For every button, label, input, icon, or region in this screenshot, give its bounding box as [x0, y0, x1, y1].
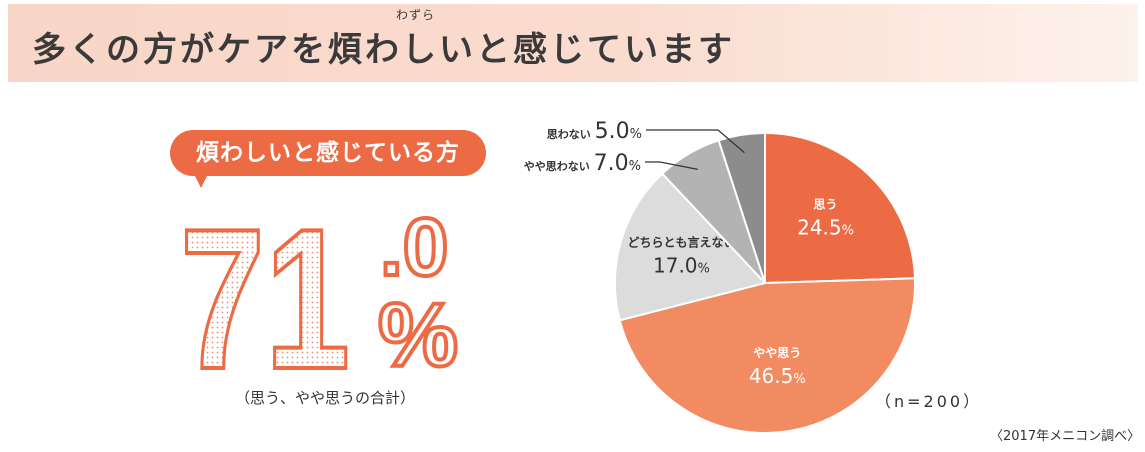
pie-slice-value-2: 17.0%: [653, 254, 710, 278]
header-ruby: わずら: [396, 8, 436, 22]
pie-slice-0: [764, 131, 916, 285]
pie-slice-1: [618, 277, 916, 434]
source-note: 〈2017年メニコン調べ〉: [990, 429, 1141, 444]
big-percentage-note: （思う、やや思うの合計）: [234, 389, 415, 407]
pie-slice-outside-label-3: やや思わない 7.0%: [524, 151, 641, 176]
pie-slice-label-0: 思う: [814, 198, 838, 212]
pie-slice-label-1: やや思う: [753, 346, 801, 360]
page-title: 多くの方がケアを煩わしいと感じています: [32, 30, 735, 70]
leader-line-4: [646, 129, 745, 154]
speech-bubble-tail: [192, 170, 210, 188]
speech-bubble: [170, 130, 486, 176]
leader-line-3: [645, 161, 698, 170]
pie-slice-value-0: 24.5%: [797, 216, 854, 240]
pie-slice-label-2: どちらとも言えない: [627, 235, 735, 250]
big-percentage-decimal: .0: [380, 202, 448, 293]
header-band: [8, 4, 1138, 82]
pie-slice-4: [717, 131, 766, 284]
pie-chart: 思う 24.5% やや思う 46.5% どちらとも言えない 17.0%: [600, 118, 930, 452]
pie-slice-outside-label-4: 思わない 5.0%: [547, 119, 642, 144]
big-percentage-unit: %: [378, 286, 458, 380]
speech-bubble-label: 煩わしいと感じている方: [196, 140, 460, 166]
pie-slice-2: [614, 172, 767, 322]
big-percentage: 71 .0 %: [178, 186, 480, 413]
sample-size: （n=200）: [875, 392, 983, 411]
pie-slice-value-1: 46.5%: [749, 364, 806, 388]
big-percentage-integer: 71: [180, 200, 350, 380]
